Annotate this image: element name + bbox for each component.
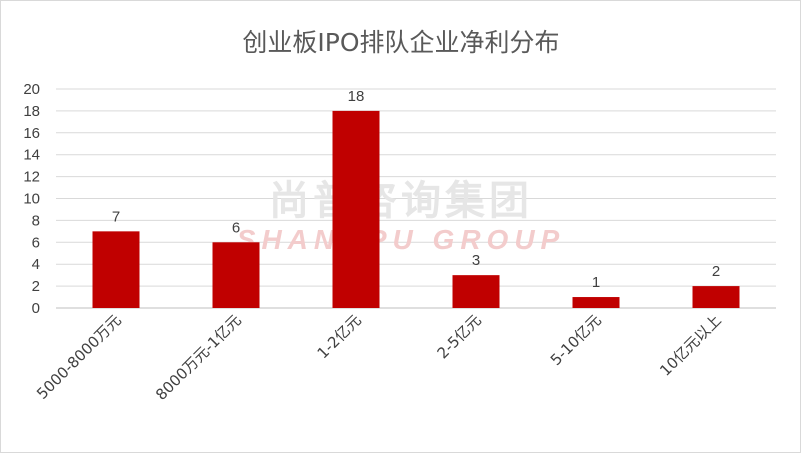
- y-tick-label: 8: [32, 212, 40, 229]
- data-label: 6: [232, 219, 240, 236]
- bar: [92, 231, 140, 308]
- y-tick-label: 4: [32, 256, 40, 273]
- data-label: 2: [712, 263, 720, 280]
- x-tick-label: 2-5亿元: [434, 311, 485, 362]
- watermark-en: SHANGPU GROUP: [237, 224, 565, 255]
- y-tick-label: 2: [32, 278, 40, 295]
- x-axis: 5000-8000万元 8000万元-1亿元 1-2亿元 2-5亿元 5-10亿元 10亿…: [33, 311, 725, 404]
- y-tick-label: 6: [32, 234, 40, 251]
- chart-title: 创业板IPO排队企业净利分布: [242, 28, 559, 57]
- y-tick-label: 14: [23, 147, 40, 164]
- data-label: 18: [348, 88, 365, 105]
- y-tick-label: 10: [23, 191, 40, 208]
- y-axis: 0 2 4 6 8 10 12 14 16 18 20: [23, 81, 40, 317]
- x-tick-label: 5000-8000万元: [33, 311, 125, 403]
- y-tick-label: 12: [23, 169, 40, 186]
- bar: [692, 286, 740, 308]
- y-tick-label: 0: [32, 300, 40, 317]
- x-tick-label: 8000万元-1亿元: [152, 311, 245, 404]
- bar: [572, 297, 620, 308]
- data-label: 3: [472, 252, 480, 269]
- data-label: 7: [112, 208, 120, 225]
- watermark-cn: 尚普咨询集团: [269, 178, 533, 224]
- x-tick-label: 1-2亿元: [314, 311, 365, 362]
- bars: 7 6 18 3 1 2: [92, 88, 740, 309]
- bar: [332, 110, 380, 309]
- y-tick-label: 20: [23, 81, 40, 98]
- y-tick-label: 18: [23, 103, 40, 120]
- watermark: 尚普咨询集团 SHANGPU GROUP: [237, 178, 565, 255]
- bar: [212, 242, 260, 308]
- x-tick-label: 5-10亿元: [547, 311, 605, 369]
- y-tick-label: 16: [23, 125, 40, 142]
- bar: [452, 275, 500, 308]
- gridlines: [56, 88, 776, 309]
- x-tick-label: 10亿元以上: [656, 311, 725, 380]
- data-label: 1: [592, 274, 600, 291]
